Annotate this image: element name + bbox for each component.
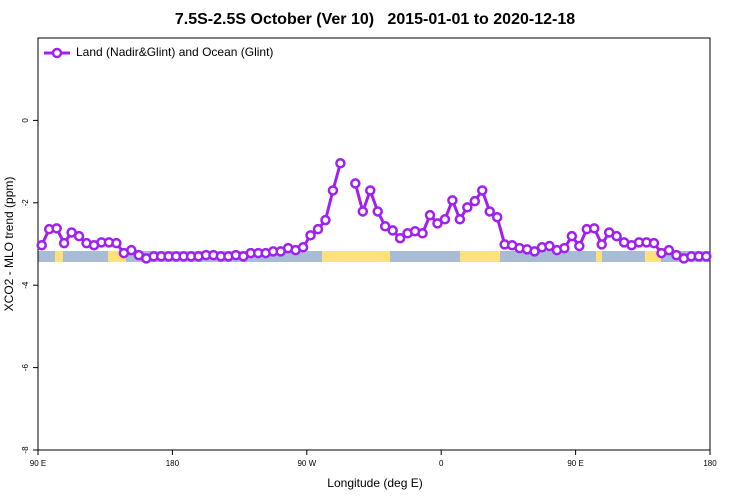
data-point xyxy=(126,244,137,256)
land-band xyxy=(645,251,661,262)
data-point xyxy=(320,214,331,226)
land-band xyxy=(55,251,63,262)
data-point xyxy=(574,240,585,252)
data-point xyxy=(111,237,122,249)
legend-marker xyxy=(51,47,63,59)
land-band xyxy=(322,251,390,262)
data-point xyxy=(663,244,675,256)
x-axis-label: Longitude (deg E) xyxy=(327,476,422,490)
data-point xyxy=(447,195,458,206)
data-point xyxy=(372,206,383,217)
data-point xyxy=(432,218,443,229)
data-point xyxy=(544,240,555,252)
data-point xyxy=(73,230,85,242)
data-point xyxy=(529,246,540,257)
data-point xyxy=(387,225,398,236)
data-point xyxy=(469,195,481,207)
land-band xyxy=(596,251,602,262)
data-point xyxy=(394,232,406,244)
data-point xyxy=(648,237,660,249)
data-point xyxy=(58,237,70,249)
x-tick-label: 180 xyxy=(166,459,180,468)
data-point xyxy=(462,202,473,213)
data-point xyxy=(424,209,436,221)
data-point xyxy=(312,223,324,235)
x-tick-label: 0 xyxy=(439,459,444,468)
y-tick-label: 0 xyxy=(21,118,30,123)
y-axis-label: XCO2 - MLO trend (ppm) xyxy=(2,177,16,312)
land-band xyxy=(108,251,126,262)
data-point xyxy=(559,242,570,254)
data-point xyxy=(589,223,600,234)
data-point xyxy=(701,251,712,262)
data-point xyxy=(484,206,495,217)
legend-label: Land (Nadir&Glint) and Ocean (Glint) xyxy=(76,45,273,59)
y-tick-label: -8 xyxy=(21,446,30,454)
data-point xyxy=(454,214,466,225)
data-point xyxy=(417,228,428,239)
data-point xyxy=(379,221,391,232)
land-band xyxy=(460,251,500,262)
x-tick-label: 90 W xyxy=(297,459,316,468)
chart-title: 7.5S-2.5S October (Ver 10) 2015-01-01 to… xyxy=(175,11,575,28)
x-tick-label: 90 E xyxy=(30,459,46,468)
x-tick-label: 90 E xyxy=(567,459,583,468)
y-tick-label: -4 xyxy=(21,281,30,289)
data-point xyxy=(491,211,503,223)
x-tick-label: 180 xyxy=(703,459,717,468)
data-point xyxy=(611,230,622,242)
data-point xyxy=(566,230,578,242)
data-point xyxy=(305,230,316,241)
plot-frame xyxy=(37,37,711,451)
data-point xyxy=(350,178,361,189)
data-point xyxy=(365,185,376,196)
data-point xyxy=(357,206,369,217)
data-point xyxy=(335,157,346,169)
data-point xyxy=(596,239,607,250)
data-point xyxy=(477,185,488,196)
data-point xyxy=(51,223,62,234)
y-tick-label: -6 xyxy=(21,363,30,371)
y-tick-label: -2 xyxy=(21,199,30,207)
data-point xyxy=(36,239,47,251)
data-point xyxy=(327,185,339,196)
land-ocean-band xyxy=(38,251,710,262)
data-point xyxy=(297,242,309,253)
data-point xyxy=(439,214,451,225)
